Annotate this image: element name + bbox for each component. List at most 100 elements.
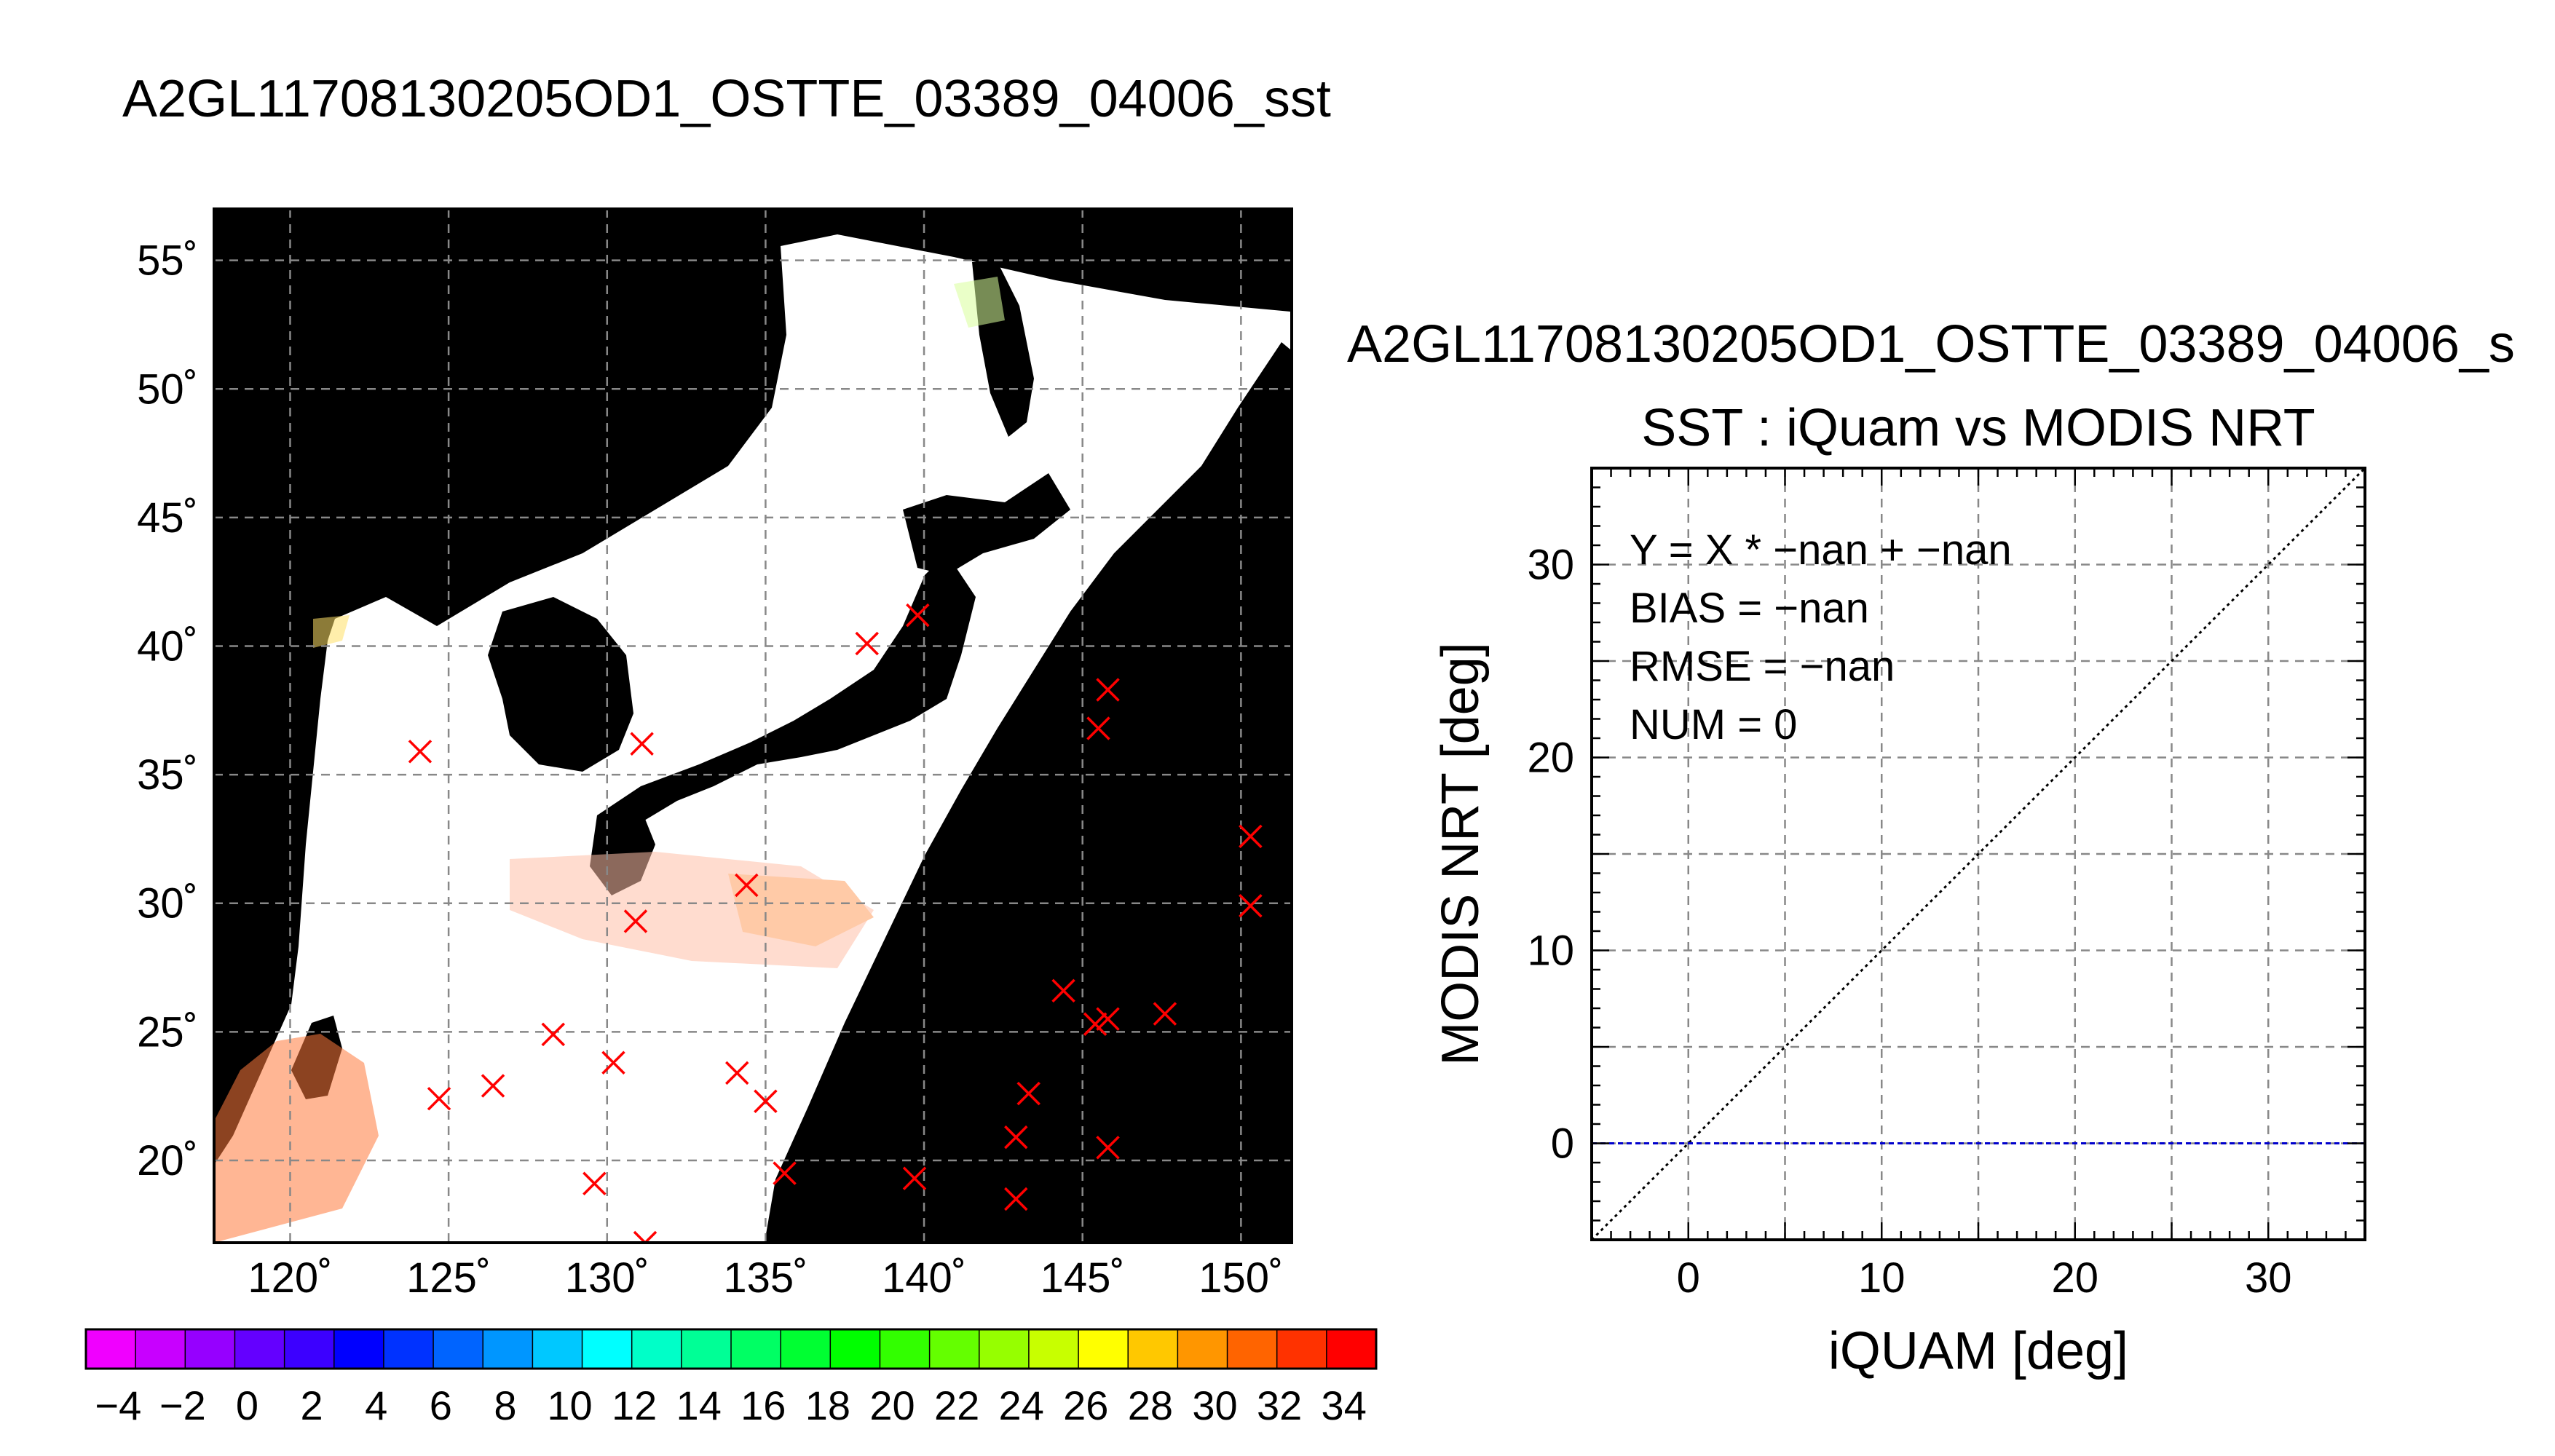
colorbar-tick-label: 34 bbox=[1322, 1382, 1367, 1428]
iquam-marker bbox=[1051, 978, 1075, 1003]
iquam-marker bbox=[724, 1061, 749, 1085]
scatter-y-tick-label: 10 bbox=[1527, 927, 1574, 975]
iquam-marker bbox=[902, 1166, 927, 1190]
colorbar: −4 −2 0 2 4 6 8 10 12 14 16 18 20 22 24 26 28 30 32 34 bbox=[84, 1328, 1378, 1428]
iquam-marker bbox=[1083, 1012, 1107, 1036]
iquam-marker bbox=[1004, 1125, 1028, 1150]
scatter-panel: A2GL11708130205OD1_OSTTE_03389_04006_s S… bbox=[1347, 315, 2515, 1380]
map-lon-tick-label: 145˚ bbox=[1040, 1254, 1125, 1302]
colorbar-segment bbox=[234, 1329, 285, 1369]
swath-area bbox=[214, 234, 1290, 1243]
colorbar-segment bbox=[1078, 1329, 1129, 1369]
colorbar-tick-label: 18 bbox=[805, 1382, 850, 1428]
map-frame bbox=[213, 207, 1293, 1244]
colorbar-tick-label: 2 bbox=[301, 1382, 323, 1428]
land-korea bbox=[488, 597, 633, 772]
colorbar-segment bbox=[781, 1329, 831, 1369]
colorbar-segment bbox=[1276, 1329, 1327, 1369]
colorbar-tick-label: 32 bbox=[1257, 1382, 1302, 1428]
sst-map: 120˚ 125˚ 130˚ 135˚ 140˚ 145˚ 150˚ 20˚ 25˚ 30˚ 35… bbox=[137, 207, 1293, 1302]
map-lat-tick-label: 45˚ bbox=[137, 494, 198, 542]
scatter-ref-line-one-to-one bbox=[1592, 468, 2365, 1240]
iquam-marker bbox=[623, 909, 648, 933]
colorbar-frame bbox=[84, 1328, 1378, 1370]
colorbar-tick-label: 8 bbox=[494, 1382, 516, 1428]
iquam-marker bbox=[1239, 824, 1263, 849]
colorbar-tick-label: 6 bbox=[430, 1382, 452, 1428]
map-lat-tick-label: 50˚ bbox=[137, 365, 198, 413]
scatter-frame bbox=[1590, 467, 2366, 1241]
colorbar-tick-label: 28 bbox=[1128, 1382, 1173, 1428]
iquam-marker bbox=[541, 1022, 566, 1047]
colorbar-segment bbox=[830, 1329, 880, 1369]
map-lat-tick-label: 25˚ bbox=[137, 1008, 198, 1056]
colorbar-segment bbox=[979, 1329, 1030, 1369]
map-lon-tick-labels: 120˚ 125˚ 130˚ 135˚ 140˚ 145˚ 150˚ bbox=[248, 1254, 1283, 1302]
iquam-marker bbox=[855, 631, 879, 656]
scatter-y-tick-label: 30 bbox=[1527, 542, 1574, 589]
colorbar-segments bbox=[86, 1329, 1377, 1369]
colorbar-tick-label: 30 bbox=[1192, 1382, 1237, 1428]
colorbar-segment bbox=[582, 1329, 633, 1369]
iquam-marker bbox=[1086, 716, 1110, 740]
scatter-x-tick-label: 20 bbox=[2051, 1254, 2098, 1302]
colorbar-segment bbox=[284, 1329, 335, 1369]
map-lon-tick-label: 130˚ bbox=[565, 1254, 649, 1302]
iquam-marker bbox=[1153, 1002, 1177, 1026]
scatter-stat-line: RMSE = −nan bbox=[1630, 643, 1895, 690]
scatter-y-tick-labels: 0 10 20 30 bbox=[1527, 542, 1574, 1168]
iquam-marker bbox=[427, 1086, 451, 1111]
land-honshu bbox=[597, 553, 976, 837]
map-gridlines bbox=[214, 209, 1292, 1243]
colorbar-segment bbox=[333, 1329, 384, 1369]
colorbar-tick-label: −2 bbox=[159, 1382, 206, 1428]
colorbar-segment bbox=[1227, 1329, 1278, 1369]
scatter-y-tick-label: 20 bbox=[1527, 735, 1574, 782]
colorbar-segment bbox=[1128, 1329, 1178, 1369]
map-lon-tick-label: 140˚ bbox=[882, 1254, 966, 1302]
colorbar-tick-labels: −4 −2 0 2 4 6 8 10 12 14 16 18 20 22 24 26 28 30 32 34 bbox=[95, 1382, 1366, 1428]
colorbar-segment bbox=[1177, 1329, 1228, 1369]
colorbar-segment bbox=[185, 1329, 235, 1369]
scatter-x-tick-label: 0 bbox=[1677, 1254, 1700, 1302]
colorbar-tick-label: 26 bbox=[1063, 1382, 1108, 1428]
scatter-x-tick-label: 10 bbox=[1858, 1254, 1906, 1302]
map-lon-tick-label: 150˚ bbox=[1198, 1254, 1283, 1302]
colorbar-tick-label: 0 bbox=[236, 1382, 258, 1428]
scatter-reference-lines bbox=[1592, 468, 2365, 1240]
scatter-y-label: MODIS NRT [deg] bbox=[1431, 642, 1490, 1066]
map-lon-tick-label: 135˚ bbox=[723, 1254, 807, 1302]
iquam-marker bbox=[1096, 1007, 1120, 1031]
colorbar-tick-label: 24 bbox=[999, 1382, 1044, 1428]
iquam-marker bbox=[1016, 1081, 1040, 1106]
map-markers bbox=[408, 603, 1263, 1243]
iquam-marker bbox=[583, 1171, 607, 1195]
iquam-marker bbox=[1004, 1187, 1028, 1211]
map-lat-tick-label: 55˚ bbox=[137, 237, 198, 285]
colorbar-segment bbox=[681, 1329, 732, 1369]
colorbar-segment bbox=[1326, 1329, 1377, 1369]
iquam-marker bbox=[754, 1089, 778, 1113]
map-lat-tick-label: 40˚ bbox=[137, 622, 198, 670]
colorbar-segment bbox=[880, 1329, 931, 1369]
scatter-header: A2GL11708130205OD1_OSTTE_03389_04006_s bbox=[1347, 315, 2515, 373]
colorbar-segment bbox=[731, 1329, 781, 1369]
scatter-x-tick-labels: 0 10 20 30 bbox=[1677, 1254, 2292, 1302]
iquam-marker bbox=[630, 732, 654, 756]
colorbar-segment bbox=[1028, 1329, 1079, 1369]
colorbar-tick-label: 22 bbox=[934, 1382, 979, 1428]
colorbar-tick-label: 12 bbox=[612, 1382, 657, 1428]
map-lat-tick-labels: 20˚ 25˚ 30˚ 35˚ 40˚ 45˚ 50˚ 55˚ bbox=[137, 237, 198, 1184]
scatter-stats: Y = X * −nan + −nan BIAS = −nan RMSE = −na… bbox=[1630, 526, 2012, 748]
colorbar-tick-label: 4 bbox=[365, 1382, 387, 1428]
colorbar-tick-label: −4 bbox=[95, 1382, 141, 1428]
colorbar-segment bbox=[631, 1329, 682, 1369]
iquam-marker bbox=[481, 1074, 505, 1098]
iquam-marker bbox=[1096, 1136, 1120, 1160]
iquam-marker bbox=[735, 873, 759, 898]
land-hokkaido bbox=[903, 473, 1070, 575]
iquam-marker bbox=[1096, 678, 1120, 702]
main-title: A2GL11708130205OD1_OSTTE_03389_04006_sst bbox=[122, 70, 1331, 128]
iquam-marker bbox=[601, 1051, 625, 1075]
